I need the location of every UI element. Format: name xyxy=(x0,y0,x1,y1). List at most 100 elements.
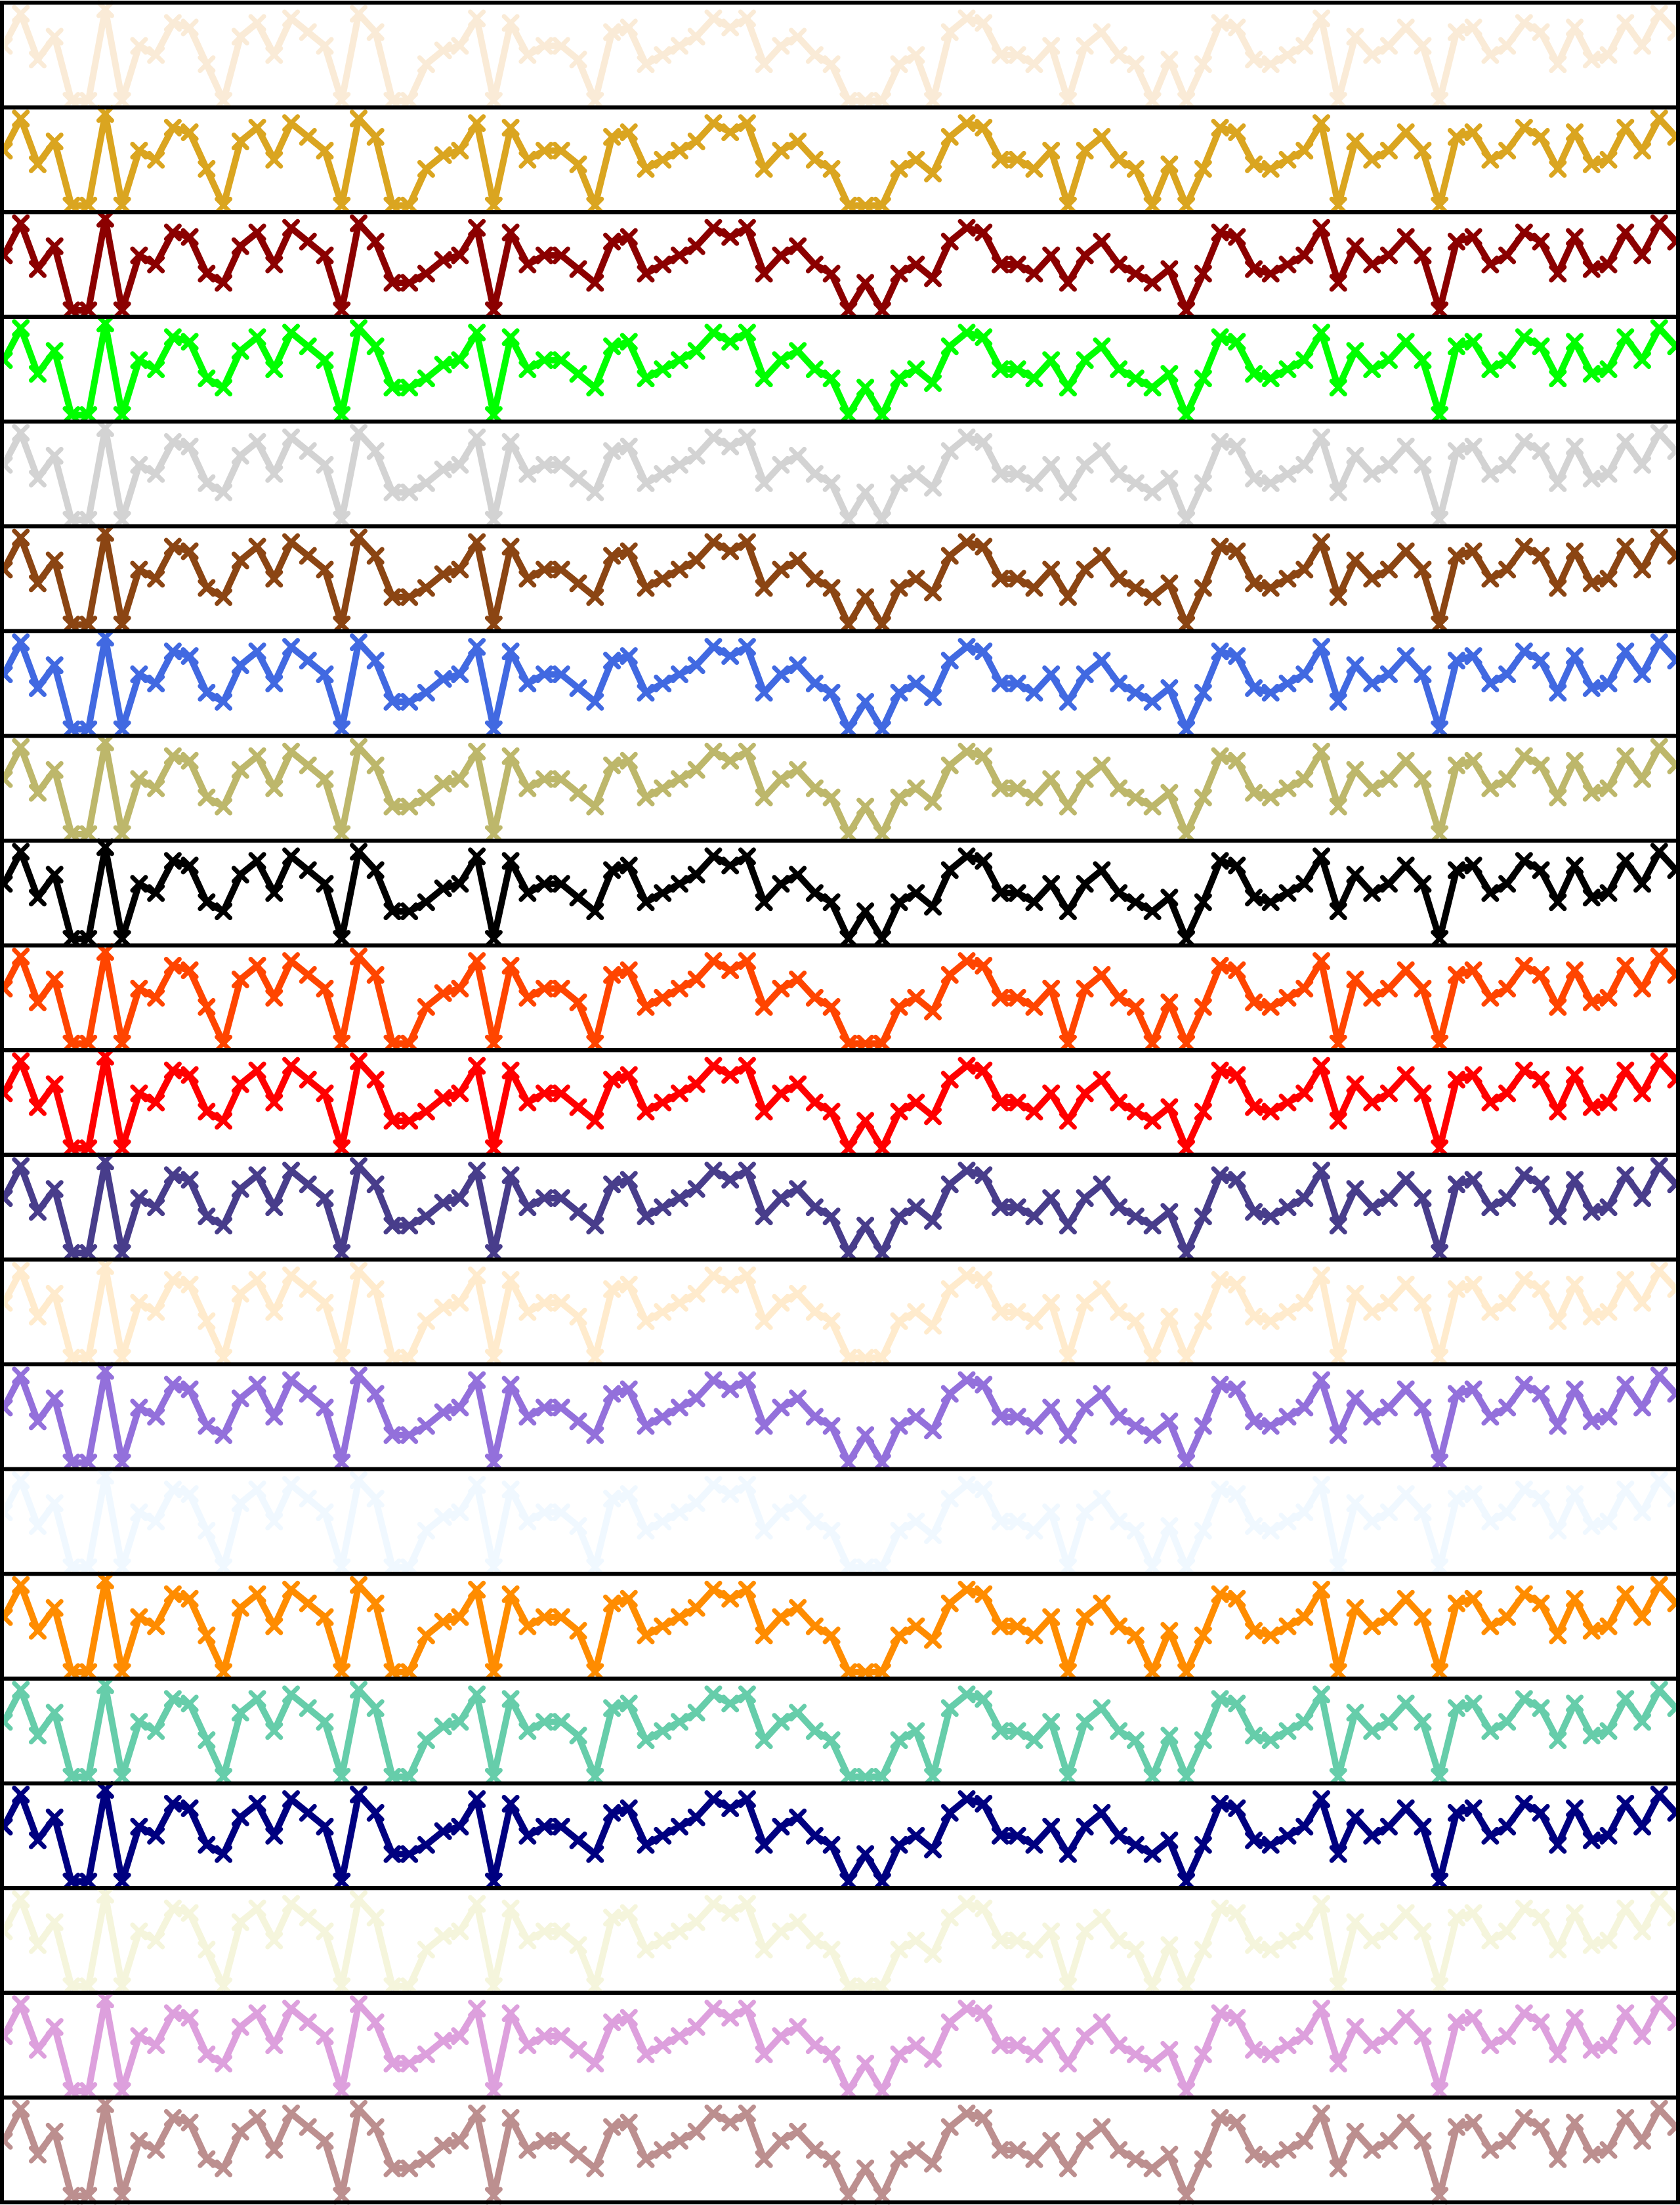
data-point-marker xyxy=(215,692,233,711)
data-point-marker xyxy=(1431,1454,1449,1472)
data-point-marker xyxy=(400,274,419,292)
data-point-marker xyxy=(873,1454,891,1472)
data-point-marker xyxy=(552,1398,570,1417)
data-point-marker xyxy=(1177,92,1196,110)
data-point-marker xyxy=(1059,797,1077,816)
data-point-marker xyxy=(536,2027,554,2046)
data-point-marker xyxy=(620,961,638,979)
data-point-marker xyxy=(839,406,858,424)
data-point-marker xyxy=(12,948,30,966)
data-point-marker xyxy=(96,629,114,647)
data-point-marker xyxy=(62,1977,81,1996)
data-point-marker xyxy=(383,274,402,292)
data-point-marker xyxy=(1582,784,1601,802)
data-point-marker xyxy=(265,570,284,588)
data-point-marker xyxy=(620,2113,638,2132)
data-point-marker xyxy=(113,930,131,948)
data-point-marker xyxy=(484,511,503,529)
data-point-marker xyxy=(113,301,131,320)
data-point-marker xyxy=(484,720,503,738)
data-point-marker xyxy=(1245,365,1263,383)
data-point-marker xyxy=(839,2082,858,2100)
data-point-marker xyxy=(552,2027,570,2046)
data-point-marker xyxy=(1025,998,1043,1016)
data-point-marker xyxy=(907,988,925,1007)
data-point-marker xyxy=(1278,1722,1297,1740)
data-point-marker xyxy=(484,301,503,320)
data-point-marker xyxy=(1177,825,1196,843)
data-point-marker xyxy=(163,1270,182,1289)
data-point-marker xyxy=(1414,770,1432,788)
data-point-marker xyxy=(215,1034,233,1053)
data-point-marker xyxy=(1379,141,1398,159)
data-point-marker xyxy=(1346,1075,1364,1093)
data-point-marker xyxy=(400,1034,419,1053)
data-point-marker xyxy=(992,1093,1010,1112)
data-point-marker xyxy=(316,770,334,788)
data-point-marker xyxy=(1363,1408,1381,1426)
data-point-marker xyxy=(1261,1731,1280,1750)
data-point-marker xyxy=(1261,1941,1280,1959)
data-point-marker xyxy=(822,159,841,178)
data-point-marker xyxy=(822,2046,841,2064)
data-point-marker xyxy=(1431,1977,1449,1996)
data-point-marker xyxy=(670,351,688,369)
data-point-marker xyxy=(704,952,723,971)
data-point-marker xyxy=(231,761,249,779)
data-point-marker xyxy=(637,1208,655,1226)
data-point-marker xyxy=(1228,1380,1246,1398)
data-point-marker xyxy=(1261,2150,1280,2168)
data-point-marker xyxy=(366,965,385,984)
data-point-marker xyxy=(1549,159,1567,178)
data-point-marker xyxy=(96,1885,114,1904)
data-point-marker xyxy=(1481,2036,1500,2055)
data-point-marker xyxy=(975,1061,993,1080)
data-point-marker xyxy=(1498,1084,1517,1102)
data-point-marker xyxy=(1498,979,1517,998)
data-point-marker xyxy=(130,246,148,264)
data-point-marker xyxy=(1143,1558,1162,1576)
data-point-marker xyxy=(772,1293,790,1312)
data-point-marker xyxy=(603,23,621,41)
data-point-marker xyxy=(434,1717,452,1736)
data-point-marker xyxy=(586,483,604,501)
data-point-marker xyxy=(856,588,875,606)
data-point-marker xyxy=(1379,1503,1398,1522)
data-point-marker xyxy=(1498,2027,1517,2046)
data-point-marker xyxy=(383,2055,402,2072)
data-point-marker xyxy=(856,1768,875,1786)
data-point-marker xyxy=(940,2118,959,2136)
data-point-marker xyxy=(1396,751,1415,770)
data-point-marker xyxy=(1329,1349,1347,1367)
data-point-marker xyxy=(1177,1872,1196,1891)
data-point-marker xyxy=(1464,542,1482,560)
data-point-marker xyxy=(1396,856,1415,875)
data-point-marker xyxy=(96,0,114,18)
data-point-marker xyxy=(198,1731,216,1750)
data-point-marker xyxy=(1312,638,1331,656)
data-point-marker xyxy=(654,1722,672,1740)
data-point-marker xyxy=(1346,1284,1364,1303)
data-point-marker xyxy=(1025,1312,1043,1330)
data-point-marker xyxy=(738,9,756,28)
data-point-marker xyxy=(1599,1826,1618,1845)
data-point-marker xyxy=(1498,1922,1517,1941)
data-point-marker xyxy=(992,779,1010,797)
data-point-marker xyxy=(721,856,740,875)
data-point-marker xyxy=(434,1298,452,1316)
data-point-marker xyxy=(637,579,655,597)
data-point-marker xyxy=(687,866,705,884)
data-point-marker xyxy=(536,141,554,159)
data-point-marker xyxy=(552,1084,570,1102)
data-point-marker xyxy=(451,1817,469,1836)
data-point-marker xyxy=(366,547,385,565)
data-point-marker xyxy=(957,1057,976,1075)
data-point-marker xyxy=(789,1494,807,1513)
data-point-marker xyxy=(975,1585,993,1603)
data-point-marker xyxy=(940,1175,959,1194)
data-point-marker xyxy=(417,1941,435,1959)
data-point-marker xyxy=(349,319,368,337)
data-point-marker xyxy=(1414,979,1432,998)
data-point-marker xyxy=(366,652,385,670)
data-point-marker xyxy=(1616,1376,1635,1394)
